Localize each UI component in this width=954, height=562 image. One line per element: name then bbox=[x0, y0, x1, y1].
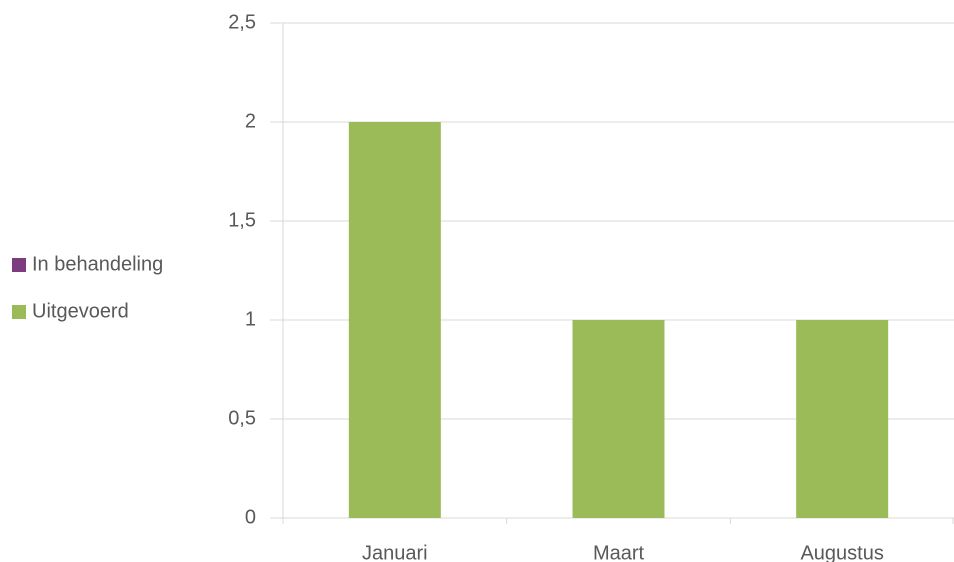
y-tick-label: 0,5 bbox=[228, 407, 256, 429]
y-tick-label: 0 bbox=[245, 506, 256, 528]
bar bbox=[796, 320, 889, 518]
bar bbox=[348, 122, 441, 518]
x-tick-label: Augustus bbox=[800, 542, 883, 562]
legend-label: In behandeling bbox=[32, 253, 163, 275]
y-tick-label: 1 bbox=[245, 308, 256, 330]
y-tick-label: 2,5 bbox=[228, 11, 256, 33]
legend-swatch bbox=[12, 305, 26, 319]
legend-label: Uitgevoerd bbox=[32, 300, 129, 322]
x-tick-label: Maart bbox=[593, 542, 645, 562]
y-tick-label: 1,5 bbox=[228, 209, 256, 231]
legend-swatch bbox=[12, 258, 26, 272]
y-tick-label: 2 bbox=[245, 110, 256, 132]
bar bbox=[572, 320, 665, 518]
x-tick-label: Januari bbox=[362, 542, 428, 562]
